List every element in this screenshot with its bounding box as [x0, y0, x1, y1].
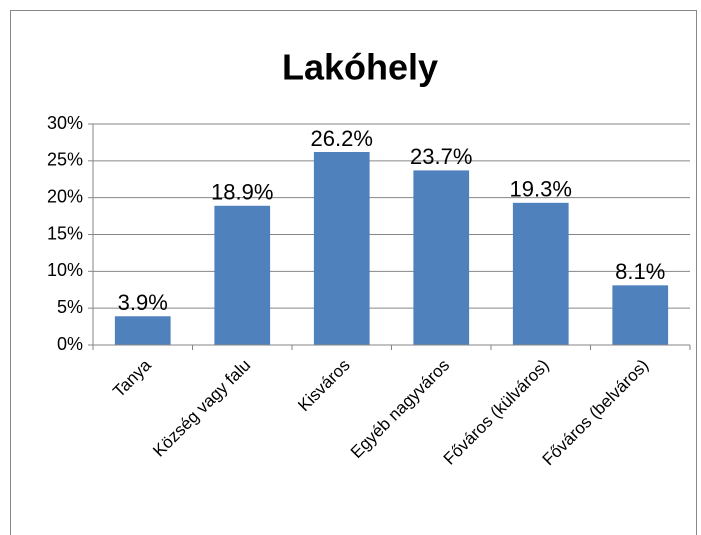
y-tick-label: 25% [47, 150, 83, 170]
y-tick-label: 10% [47, 260, 83, 280]
value-label: 19.3% [510, 177, 572, 202]
value-label: 8.1% [615, 259, 665, 284]
bar [413, 170, 470, 345]
value-label: 3.9% [118, 290, 168, 315]
bar [114, 316, 171, 345]
y-tick-label: 30% [47, 113, 83, 133]
bar [512, 202, 569, 345]
y-tick-label: 5% [57, 297, 83, 317]
y-tick-label: 20% [47, 186, 83, 206]
y-tick-label: 15% [47, 223, 83, 243]
value-label: 18.9% [211, 180, 273, 205]
bar [612, 285, 669, 345]
value-label: 26.2% [311, 126, 373, 151]
y-tick-label: 0% [57, 334, 83, 354]
bar [313, 151, 370, 345]
chart-title: Lakóhely [282, 47, 438, 88]
bar [214, 205, 271, 345]
value-label: 23.7% [410, 144, 472, 169]
